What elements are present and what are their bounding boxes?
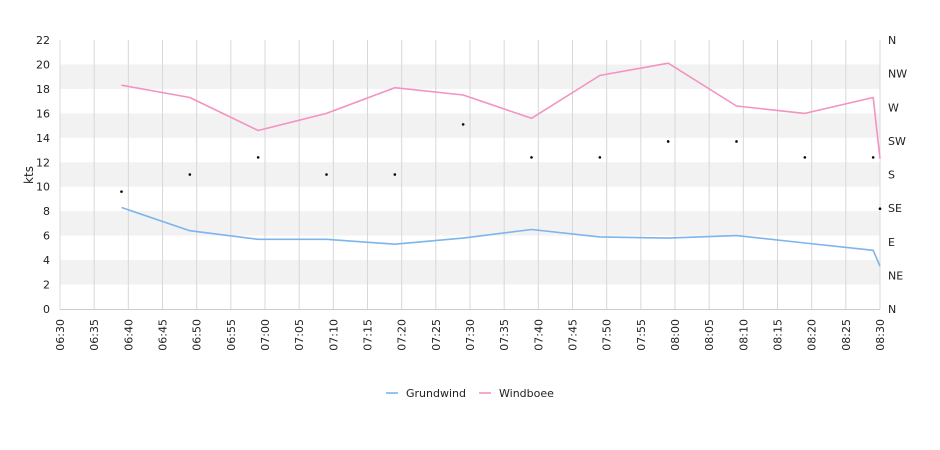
x-tick-label: 06:50 [191, 319, 204, 351]
legend-label: Windboee [499, 387, 554, 400]
y-tick-label: 22 [36, 34, 50, 47]
x-tick-label: 07:40 [532, 319, 545, 351]
direction-point [393, 173, 397, 176]
y2-tick-label: W [888, 101, 899, 114]
x-tick-label: 07:50 [601, 319, 614, 351]
y2-axis-ticks: N NE E SE S SW W NW N [888, 34, 907, 316]
x-tick-label: 07:25 [430, 319, 443, 351]
direction-point [871, 156, 875, 159]
x-tick-label: 06:35 [88, 319, 101, 351]
y2-tick-label: NE [888, 269, 903, 282]
y-tick-label: 12 [36, 156, 50, 169]
y-tick-label: 14 [36, 132, 50, 145]
y-axis-ticks: 0 2 4 6 8 10 12 14 16 18 20 22 [36, 34, 50, 316]
x-tick-label: 08:15 [772, 319, 785, 351]
direction-point [803, 156, 807, 159]
x-tick-label: 06:55 [225, 319, 238, 351]
direction-point [188, 173, 192, 176]
x-tick-label: 08:20 [806, 319, 819, 351]
x-tick-label: 08:10 [737, 319, 750, 351]
y-tick-label: 10 [36, 181, 50, 194]
y-tick-label: 20 [36, 58, 50, 71]
direction-point [666, 140, 670, 143]
y-axis-title: kts [22, 166, 36, 184]
direction-point [530, 156, 533, 159]
y2-tick-label: S [888, 169, 895, 182]
x-tick-label: 08:25 [840, 319, 853, 351]
legend-label: Grundwind [406, 387, 466, 400]
y-tick-label: 16 [36, 107, 50, 120]
y2-tick-label: N [888, 303, 896, 316]
x-tick-label: 08:00 [669, 319, 682, 351]
x-axis-ticks: 06:30 06:35 06:40 06:45 06:50 06:55 07:00 07:05… [54, 319, 887, 351]
y-tick-label: 18 [36, 83, 50, 96]
y2-tick-label: E [888, 236, 895, 249]
direction-point [120, 190, 123, 193]
legend: Grundwind Windboee [386, 387, 554, 400]
direction-point [735, 140, 738, 143]
y2-tick-label: NW [888, 68, 907, 81]
direction-point [598, 156, 602, 159]
series-line-grundwind [121, 206, 881, 267]
x-tick-label: 08:30 [874, 319, 887, 351]
direction-point [256, 156, 260, 159]
series-line-windboee [121, 62, 881, 159]
y2-tick-label: N [888, 34, 896, 47]
direction-point [878, 207, 882, 211]
y2-tick-label: SE [888, 202, 902, 215]
x-tick-label: 07:15 [362, 319, 375, 351]
x-tick-label: 07:05 [293, 319, 306, 351]
direction-point [461, 123, 465, 126]
y-tick-label: 6 [43, 230, 50, 243]
direction-point [325, 173, 328, 176]
x-tick-label: 06:30 [54, 319, 67, 351]
y-tick-label: 0 [43, 303, 50, 316]
direction-markers [120, 123, 882, 211]
x-tick-label: 06:45 [157, 319, 170, 351]
x-tick-label: 07:20 [396, 319, 409, 351]
x-tick-label: 07:35 [498, 319, 511, 351]
y-tick-label: 8 [43, 205, 50, 218]
x-tick-label: 07:55 [635, 319, 648, 351]
y-tick-label: 4 [43, 254, 50, 267]
y2-tick-label: SW [888, 135, 906, 148]
x-tick-label: 07:45 [567, 319, 580, 351]
x-tick-label: 07:10 [327, 319, 340, 351]
vertical-grid [59, 40, 881, 310]
y-tick-label: 2 [43, 279, 50, 292]
series-lines [121, 62, 881, 267]
x-tick-label: 06:40 [122, 319, 135, 351]
x-tick-label: 08:05 [703, 319, 716, 351]
x-tick-label: 07:30 [464, 319, 477, 351]
x-tick-label: 07:00 [259, 319, 272, 351]
